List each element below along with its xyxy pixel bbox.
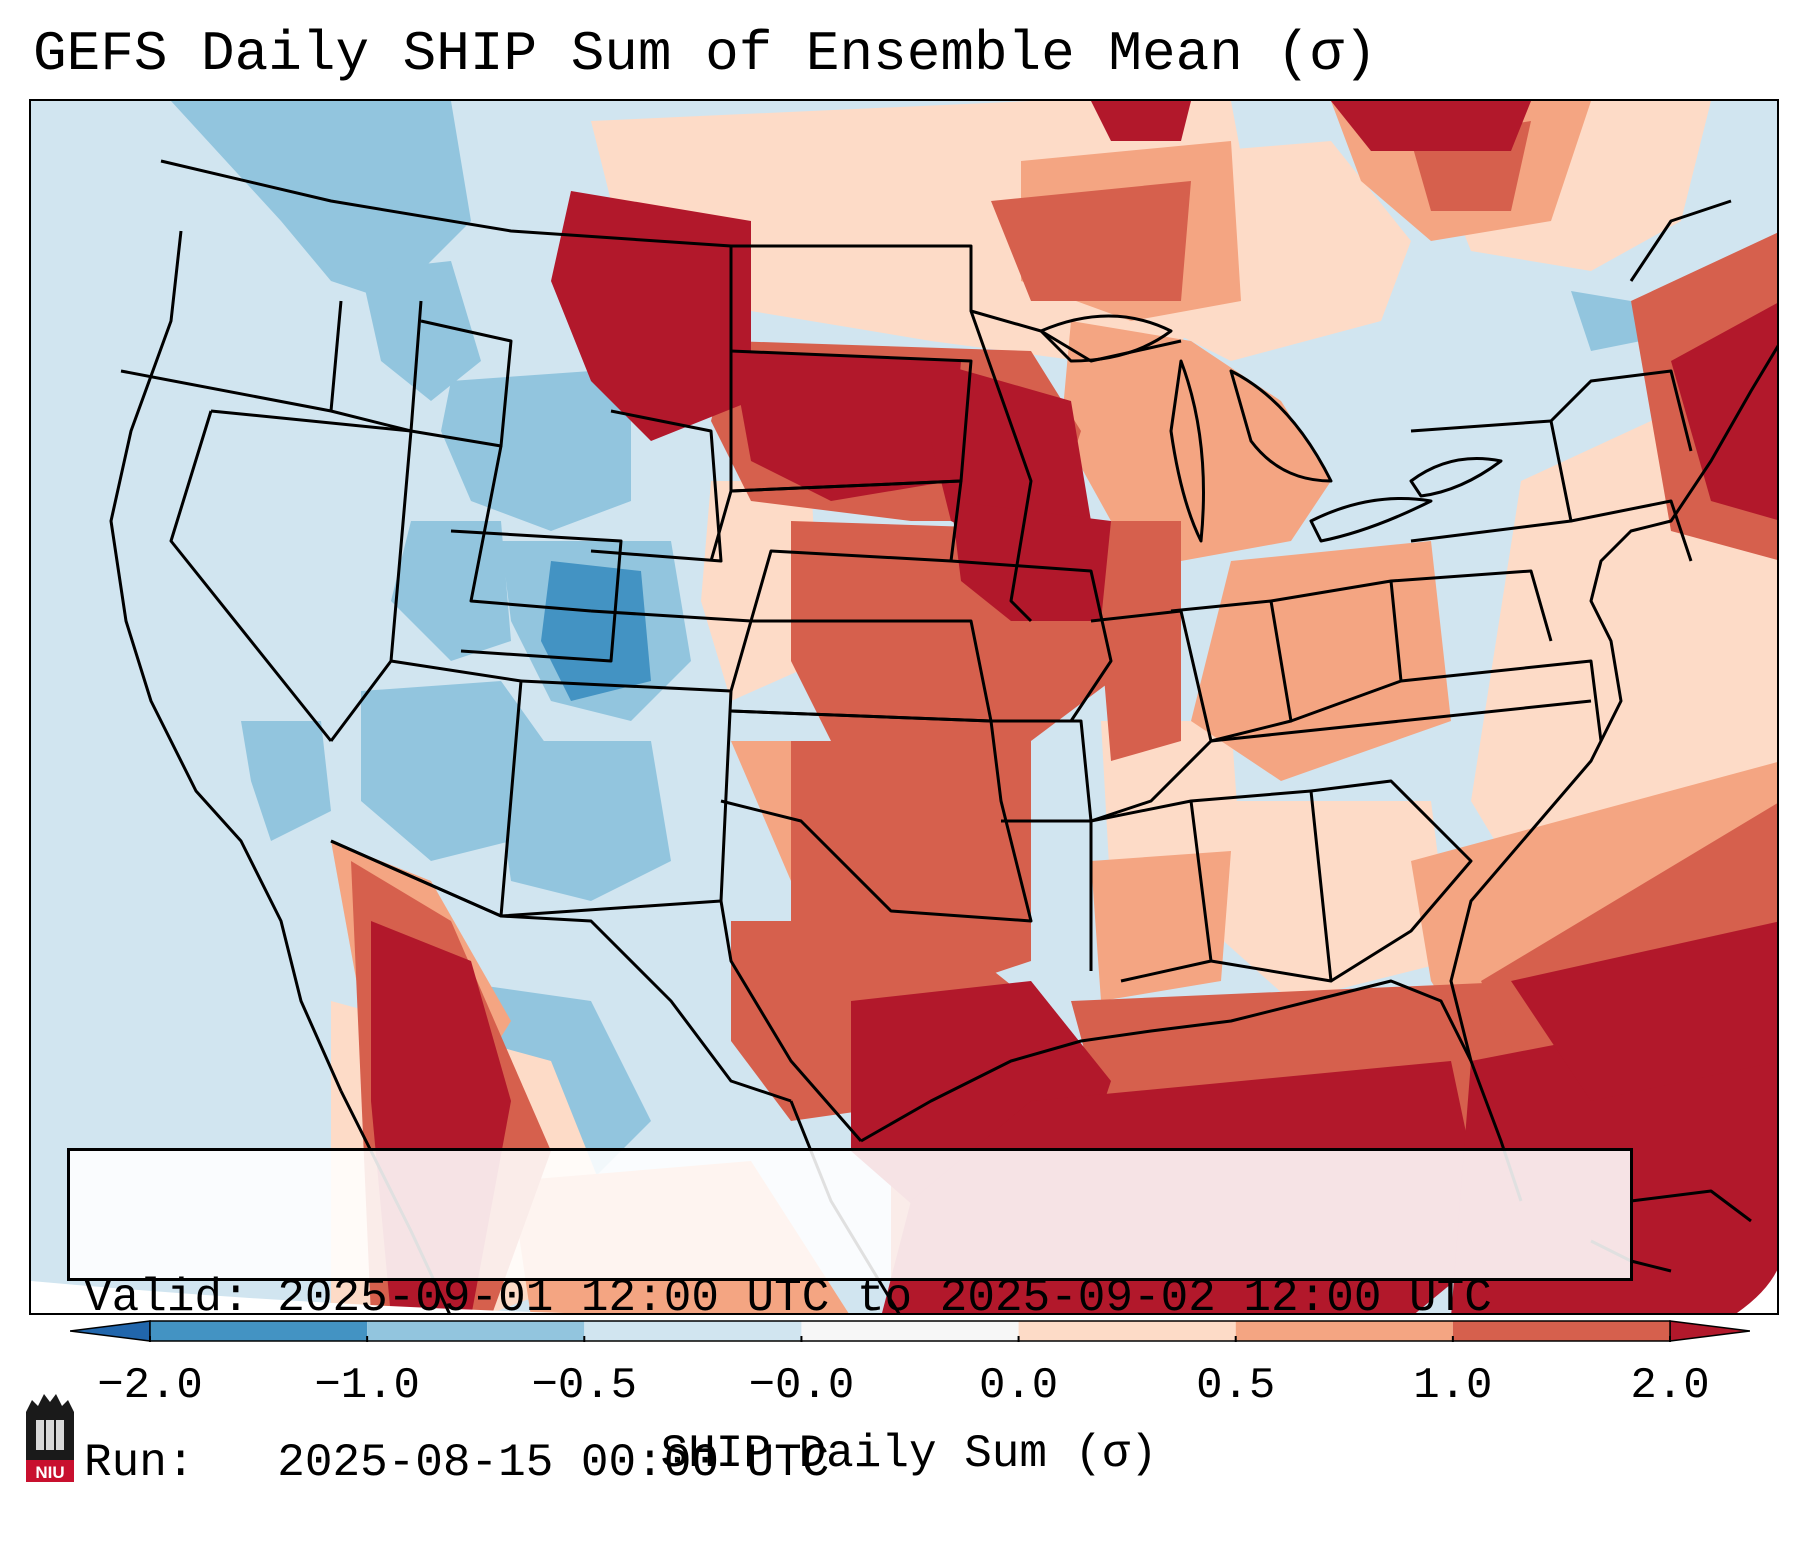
map-panel [29,99,1779,1315]
colorbar [70,1320,1750,1342]
colorbar-frame [149,1320,1671,1342]
colorbar-tick-label: −2.0 [97,1361,203,1411]
colorbar-extend-high [1669,1320,1750,1342]
niu-logo-text: NIU [35,1463,64,1482]
colorbar-tick-label: 1.0 [1413,1361,1493,1411]
gulf-coast [860,979,1523,1202]
niu-logo: NIU [26,1394,74,1482]
valid-line: Valid: 2025-09-01 12:00 UTC to 2025-09-0… [84,1271,1616,1326]
colorbar-tick-label: 0.0 [978,1361,1059,1411]
colorbar-label: SHIP Daily Sum (σ) [660,1428,1158,1480]
colorbar-bin [584,1321,802,1341]
us-canada-border [160,159,1182,363]
us-mexico-border [330,839,792,1103]
outside-domain [31,1281,565,1313]
colorbar-tick-label: −1.0 [314,1361,420,1411]
map-title: GEFS Daily SHIP Sum of Ensemble Mean (σ) [33,22,1378,86]
colorbar-bin [1452,1321,1670,1341]
colorbar-bin [367,1321,585,1341]
colorbar-tick-label: 2.0 [1630,1361,1710,1411]
pacific-coast [109,230,343,1092]
colorbar-bin [1235,1321,1453,1341]
colorbar-bin [801,1321,1019,1341]
run-line: Run: 2025-08-15 00:00 UTC [84,1436,1616,1491]
valid-label: Valid: [84,1272,250,1324]
run-label: Run: [84,1437,195,1489]
anomaly-map [31,101,1777,1313]
east-coast [1449,344,1777,1062]
colorbar-tick-label: −0.0 [748,1361,855,1411]
outside-domain-right [1736,1270,1777,1313]
validity-info-box: Valid: 2025-09-01 12:00 UTC to 2025-09-0… [67,1148,1633,1489]
colorbar-extend-low [70,1320,151,1342]
valid-value: 2025-09-01 12:00 UTC to 2025-09-02 12:00… [277,1272,1492,1324]
colorbar-tick-label: −0.5 [531,1361,638,1411]
run-value: 2025-08-15 00:00 UTC [277,1437,830,1489]
colorbar-bin [1018,1321,1236,1341]
colorbar-tick-label: 0.5 [1196,1361,1276,1411]
colorbar-bin [150,1321,368,1341]
